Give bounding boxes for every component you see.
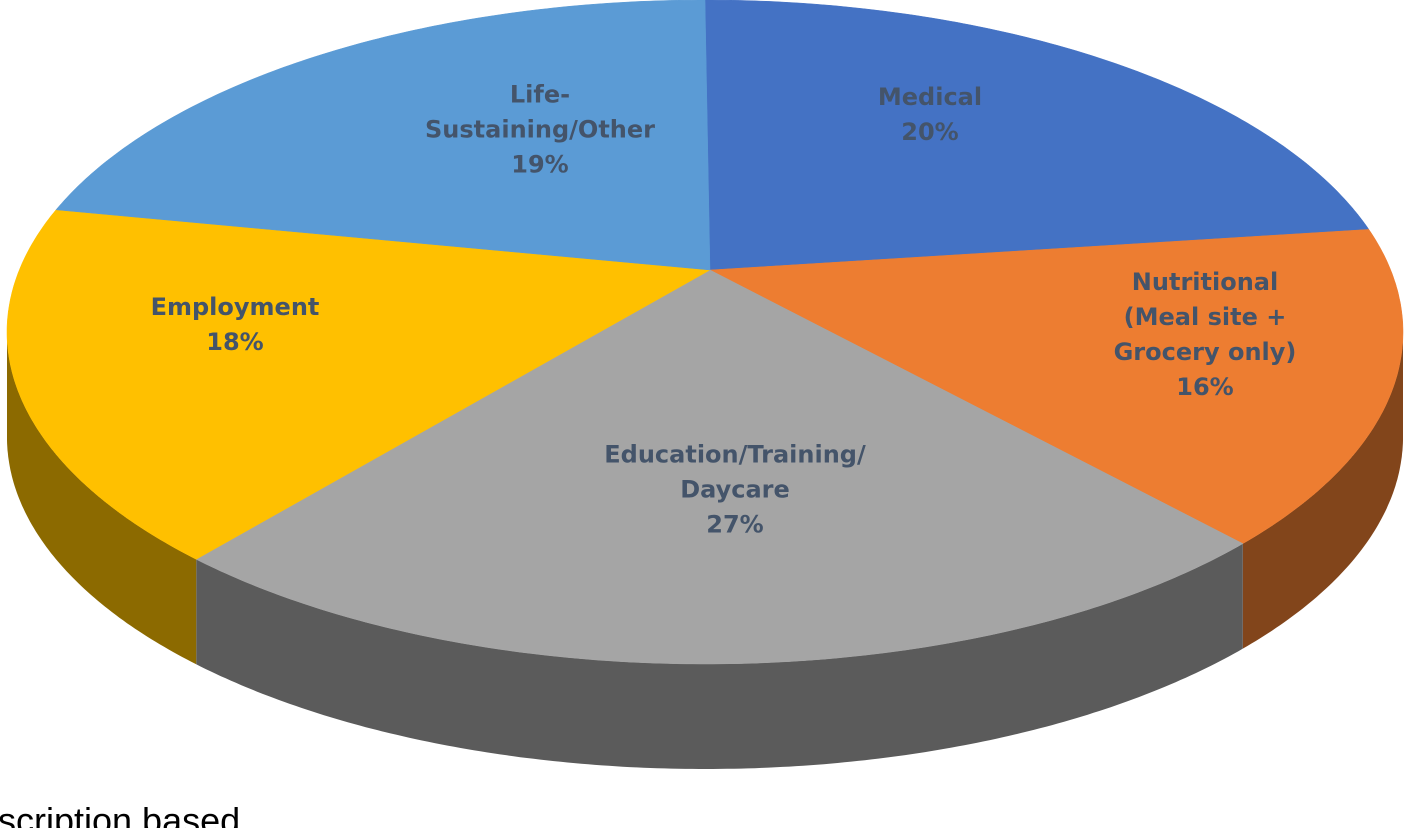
slice-value: 20% xyxy=(901,118,959,146)
footnote: scription based xyxy=(0,800,241,828)
data-label: Employment 18% xyxy=(135,290,335,360)
slice xyxy=(704,0,1370,271)
slice-value: 16% xyxy=(1176,373,1234,401)
data-label: Life-Sustaining/Other 19% xyxy=(425,78,655,183)
slice-value: 27% xyxy=(706,510,764,539)
slice xyxy=(6,209,711,560)
data-label: Education/Training/ Daycare 27% xyxy=(565,438,905,543)
slice-value: 19% xyxy=(511,150,569,179)
slice-name: Education/Training/ Daycare xyxy=(604,440,866,504)
slice-name: Medical xyxy=(877,83,983,111)
slice-name: Life-Sustaining/Other xyxy=(425,80,655,144)
data-label: Nutritional (Meal site + Grocery only) 16… xyxy=(1090,265,1320,405)
slice-side xyxy=(196,543,1243,769)
slice xyxy=(195,269,1244,665)
slice-name: Nutritional (Meal site + Grocery only) xyxy=(1113,268,1297,366)
slice xyxy=(55,0,711,271)
slice-side xyxy=(1242,332,1403,649)
slice xyxy=(709,229,1404,544)
data-label: Medical 20% xyxy=(830,80,1030,150)
slice-name: Employment xyxy=(150,293,320,321)
slice-value: 18% xyxy=(206,328,264,356)
slice-side xyxy=(7,332,197,665)
